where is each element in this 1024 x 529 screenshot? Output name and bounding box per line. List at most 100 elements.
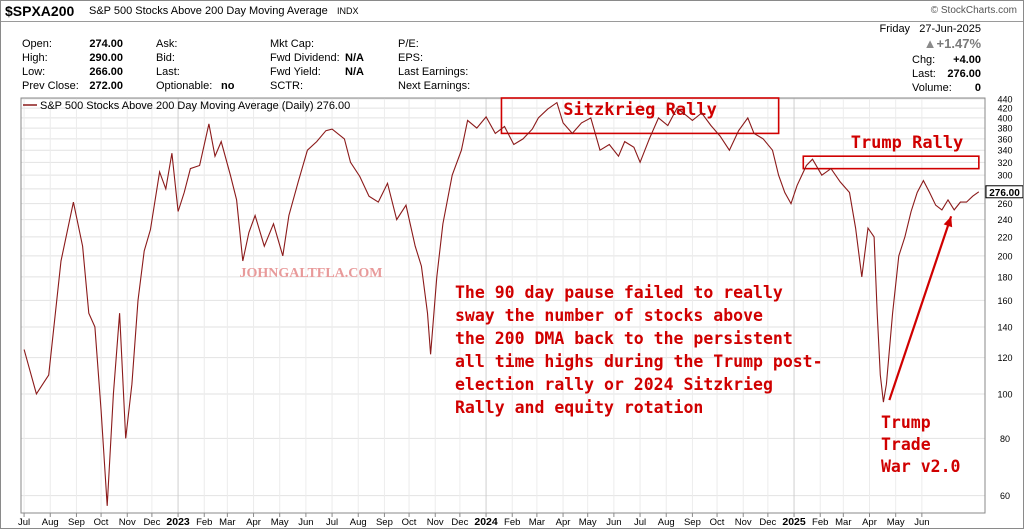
- y-tick-label: 380: [997, 124, 1012, 134]
- x-tick-label: Feb: [504, 517, 520, 528]
- y-tick-label: 260: [997, 199, 1012, 209]
- y-tick-label: 180: [997, 272, 1012, 282]
- low-value: 266.00: [89, 66, 123, 78]
- trump-rally-box: [802, 155, 980, 170]
- y-tick-label: 340: [997, 146, 1012, 156]
- y-tick-label: 360: [997, 134, 1012, 144]
- brand-label: © StockCharts.com: [930, 5, 1017, 16]
- y-tick-label: 240: [997, 215, 1012, 225]
- last-value: 276.00: [947, 68, 981, 80]
- y-tick-label: 300: [997, 171, 1012, 181]
- high-value: 290.00: [89, 52, 123, 64]
- x-tick-label: Jul: [18, 517, 30, 528]
- x-tick-label: Nov: [427, 517, 444, 528]
- eps-label: EPS:: [398, 52, 424, 64]
- x-tick-label: Aug: [42, 517, 59, 528]
- sctr-label: SCTR:: [270, 80, 303, 92]
- trade-war-label-line: War v2.0: [881, 457, 960, 476]
- x-tick-label: Mar: [529, 517, 545, 528]
- high-label: High:: [22, 52, 48, 64]
- x-tick-label: May: [579, 517, 597, 528]
- bid-label: Bid:: [156, 52, 175, 64]
- legend: S&P 500 Stocks Above 200 Day Moving Aver…: [23, 100, 350, 112]
- x-tick-label: Oct: [402, 517, 417, 528]
- date-label: Friday 27-Jun-2025: [879, 23, 982, 35]
- y-tick-label: 160: [997, 296, 1012, 306]
- change-value: +4.00: [953, 54, 981, 66]
- x-tick-label: May: [887, 517, 905, 528]
- y-tick-label: 100: [997, 389, 1012, 399]
- x-tick-label: May: [271, 517, 289, 528]
- volume-label: Volume:: [912, 82, 952, 94]
- x-tick-label: Dec: [451, 517, 468, 528]
- x-tick-label: Dec: [759, 517, 776, 528]
- quote-panel: Open: 274.00 High: 290.00 Low: 266.00 Pr…: [1, 21, 1023, 97]
- x-tick-label: Jun: [914, 517, 929, 528]
- next-earnings-label: Next Earnings:: [398, 80, 471, 92]
- x-tick-label: Oct: [710, 517, 725, 528]
- mkt-cap-label: Mkt Cap:: [270, 38, 315, 50]
- trade-war-label-line: Trump: [881, 413, 931, 432]
- ticker-symbol: $SPXA200: [5, 3, 75, 19]
- trade-war-arrow-shaft: [888, 215, 953, 401]
- prev-close-value: 272.00: [89, 80, 123, 92]
- x-tick-label: Mar: [219, 517, 235, 528]
- x-tick-label: Sep: [684, 517, 701, 528]
- x-tick-label: Aug: [658, 517, 675, 528]
- x-tick-label: Nov: [119, 517, 136, 528]
- x-tick-label: 2023: [166, 516, 190, 528]
- x-tick-label: Mar: [835, 517, 851, 528]
- y-tick-label: 400: [997, 113, 1012, 123]
- trump-rally-label: Trump Rally: [851, 133, 964, 153]
- y-tick-label: 420: [997, 104, 1012, 114]
- x-tick-label: Jun: [606, 517, 621, 528]
- low-label: Low:: [22, 66, 46, 78]
- percent-change: ▲+1.47%: [924, 36, 981, 51]
- legend-label: S&P 500 Stocks Above 200 Day Moving Aver…: [40, 100, 350, 112]
- security-name: S&P 500 Stocks Above 200 Day Moving Aver…: [89, 5, 328, 17]
- y-tick-label: 220: [997, 232, 1012, 242]
- title-bar: $SPXA200 S&P 500 Stocks Above 200 Day Mo…: [1, 1, 1023, 22]
- x-tick-label: Jul: [326, 517, 338, 528]
- x-tick-label: Jun: [298, 517, 313, 528]
- open-value: 274.00: [89, 38, 123, 50]
- y-axis: 6080100120140160180200220240260280300320…: [997, 94, 1012, 501]
- x-tick-label: Dec: [143, 517, 160, 528]
- sitzkrieg-rally-label: Sitzkrieg Rally: [563, 100, 717, 120]
- x-tick-label: Feb: [196, 517, 212, 528]
- annotation-note-line: The 90 day pause failed to really: [455, 283, 783, 302]
- annotations: Sitzkrieg Rally Trump Rally The 90 day pau…: [455, 97, 980, 476]
- optionable-label: Optionable:: [156, 80, 213, 92]
- last-earnings-label: Last Earnings:: [398, 66, 469, 78]
- x-tick-label: 2025: [782, 516, 806, 528]
- sitzkrieg-rally-box: [500, 97, 780, 135]
- exchange-label: INDX: [337, 6, 359, 16]
- up-triangle-icon: ▲: [923, 36, 937, 51]
- x-tick-label: Sep: [68, 517, 85, 528]
- y-tick-label: 140: [997, 322, 1012, 332]
- ask-label: Ask:: [156, 38, 178, 50]
- prev-close-label: Prev Close:: [22, 80, 79, 92]
- fwd-dividend-value: N/A: [345, 52, 364, 64]
- optionable-value: no: [221, 80, 235, 92]
- watermark: JOHNGALTFLA.COM: [240, 266, 383, 281]
- x-tick-label: Sep: [376, 517, 393, 528]
- x-tick-label: Oct: [94, 517, 109, 528]
- x-tick-label: Aug: [350, 517, 367, 528]
- series-line: [23, 101, 980, 506]
- annotation-note-line: election rally or 2024 Sitzkrieg: [455, 375, 773, 394]
- open-label: Open:: [22, 38, 52, 50]
- trade-war-label-line: Trade: [881, 435, 931, 454]
- last-value-tag: 276.00: [985, 185, 1023, 199]
- fwd-dividend-label: Fwd Dividend:: [270, 52, 340, 64]
- x-tick-label: Jul: [634, 517, 646, 528]
- last-value-box: [985, 185, 1023, 199]
- annotation-note-line: all time highs during the Trump post-: [455, 352, 823, 371]
- volume-value: 0: [974, 82, 981, 94]
- x-tick-label: Feb: [812, 517, 828, 528]
- last-label: Last:: [912, 68, 936, 80]
- fwd-yield-label: Fwd Yield:: [270, 66, 321, 78]
- y-tick-label: 200: [997, 251, 1012, 261]
